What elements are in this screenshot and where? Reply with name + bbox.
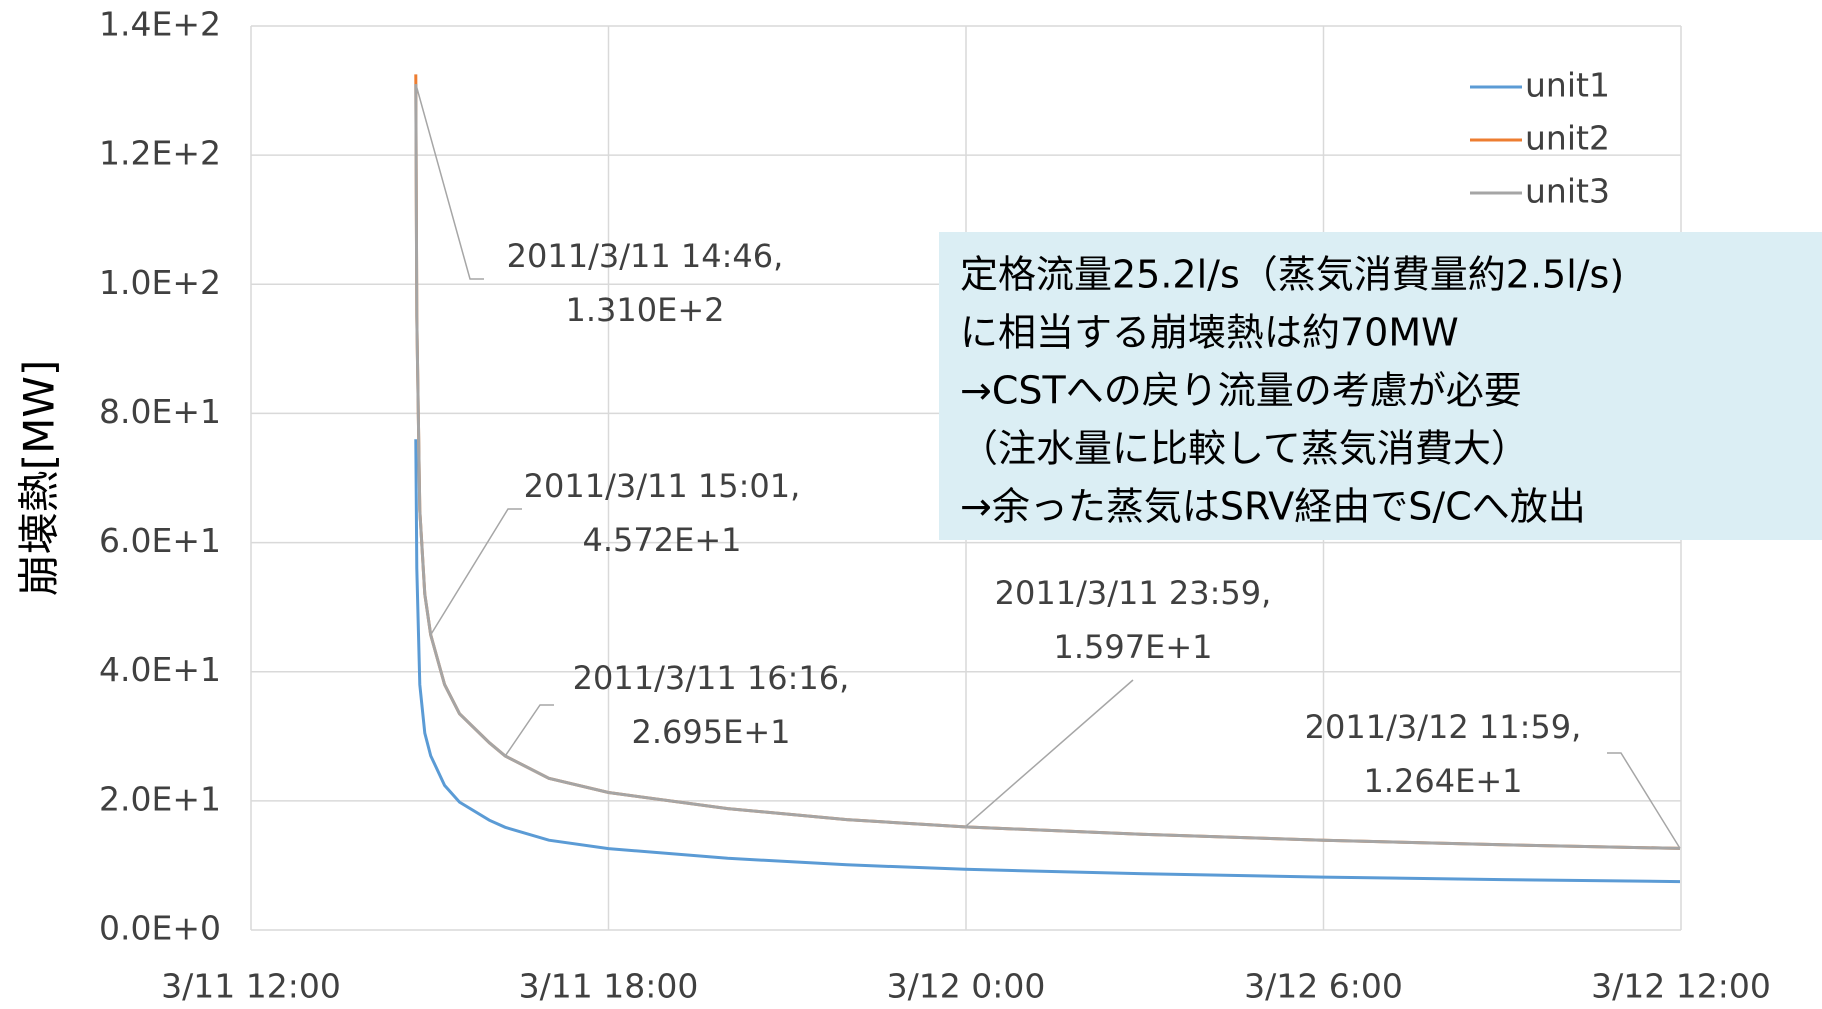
note-box (939, 232, 1822, 540)
data-label: 4.572E+1 (583, 521, 742, 559)
data-label: 1.310E+2 (566, 291, 725, 329)
legend-label: unit1 (1525, 66, 1610, 105)
data-label: 2011/3/11 23:59, (995, 574, 1272, 612)
leader-line (964, 679, 1134, 828)
x-tick-label: 3/11 18:00 (519, 967, 699, 1006)
note-text: →余った蒸気はSRV経由でS/Cへ放出 (960, 485, 1586, 529)
y-tick-label: 1.0E+2 (99, 263, 221, 302)
x-tick-label: 3/12 6:00 (1244, 967, 1403, 1006)
data-label: 1.597E+1 (1054, 628, 1213, 666)
y-tick-label: 8.0E+1 (99, 392, 221, 431)
leader-line (415, 83, 484, 280)
x-tick-label: 3/11 12:00 (161, 967, 341, 1006)
leader-line (430, 508, 522, 636)
legend-label: unit3 (1525, 172, 1610, 211)
data-label: 2011/3/11 16:16, (573, 659, 850, 697)
y-axis-label: 崩壊熱[MW] (15, 360, 64, 597)
y-tick-label: 6.0E+1 (99, 521, 221, 560)
data-label: 2011/3/11 14:46, (507, 237, 784, 275)
data-label: 1.264E+1 (1364, 762, 1523, 800)
y-tick-label: 2.0E+1 (99, 779, 221, 818)
y-tick-label: 1.2E+2 (99, 134, 221, 173)
y-tick-label: 0.0E+0 (99, 909, 221, 948)
x-tick-label: 3/12 12:00 (1591, 967, 1771, 1006)
note-text: 定格流量25.2l/s（蒸気消費量約2.5l/s) (960, 253, 1624, 297)
note-text: →CSTへの戻り流量の考慮が必要 (960, 369, 1522, 413)
leader-line (504, 704, 554, 757)
data-label: 2011/3/11 15:01, (524, 467, 801, 505)
leader-line (1607, 752, 1681, 849)
series-line (414, 84, 1681, 850)
y-tick-label: 4.0E+1 (99, 650, 221, 689)
series-line (414, 439, 1681, 884)
note-text: に相当する崩壊熱は約70MW (960, 311, 1459, 355)
data-label: 2.695E+1 (632, 713, 791, 751)
data-label: 2011/3/12 11:59, (1305, 708, 1582, 746)
x-tick-label: 3/12 0:00 (887, 967, 1046, 1006)
y-tick-label: 1.4E+2 (99, 5, 221, 44)
note-text: （注水量に比較して蒸気消費大） (960, 427, 1529, 471)
legend-label: unit2 (1525, 119, 1610, 158)
